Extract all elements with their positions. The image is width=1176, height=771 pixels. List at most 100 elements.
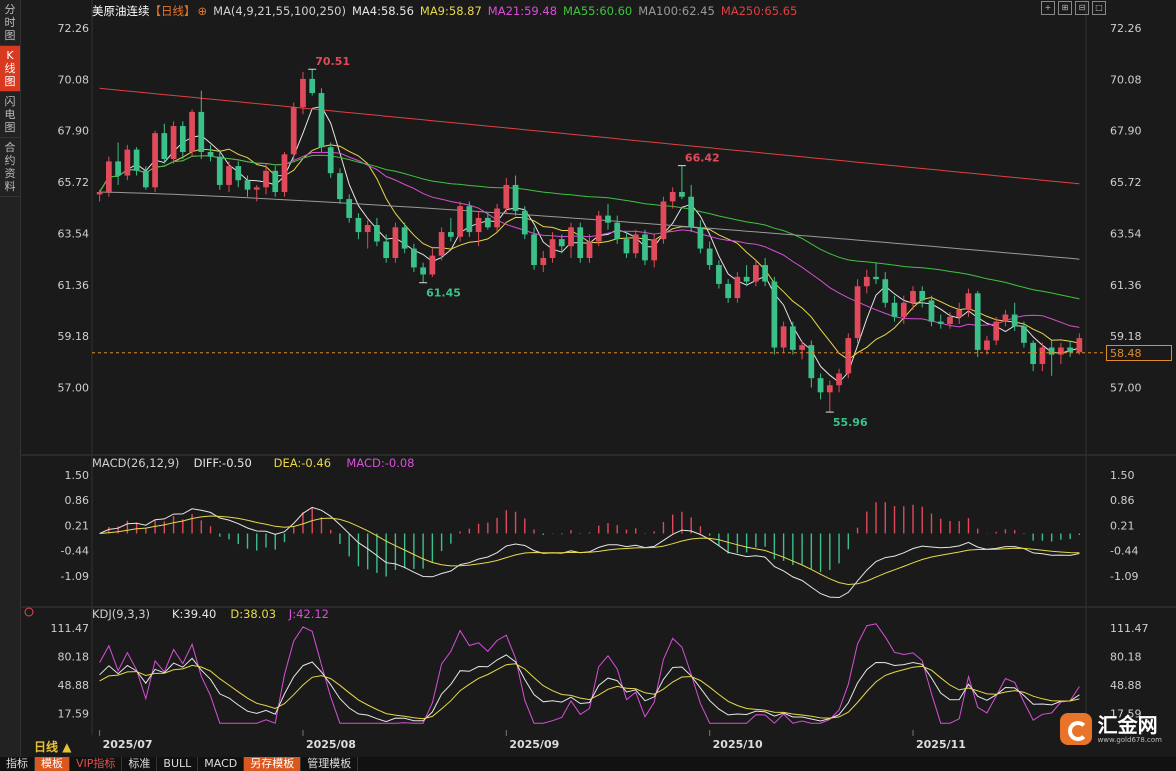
bottom-toolbar: 指标 模板 VIP指标 标准 BULL MACD 另存模板 管理模板 xyxy=(0,757,1176,771)
candle-body xyxy=(309,78,316,94)
macd-left-tick-4: -1.09 xyxy=(61,570,89,583)
candle-body xyxy=(401,227,408,249)
candle-body xyxy=(179,126,186,152)
bottom-tab-3[interactable]: 标准 xyxy=(122,757,158,771)
price-right-tick-2: 67.90 xyxy=(1110,125,1142,138)
candle-body xyxy=(808,345,815,379)
price-right-tick-3: 65.72 xyxy=(1110,176,1142,189)
candle-body xyxy=(910,290,916,303)
bottom-tab-5[interactable]: MACD xyxy=(198,757,245,771)
x-label-3: 2025/10 xyxy=(713,738,763,751)
macd-right-tick-4: -1.09 xyxy=(1110,570,1138,583)
sidebar-item-3[interactable]: 合约资料 xyxy=(0,138,20,197)
bottom-tab-4[interactable]: BULL xyxy=(157,757,199,771)
kdj-left-tick-3: 17.59 xyxy=(58,708,90,721)
macd-left-tick-1: 0.86 xyxy=(65,494,90,507)
price-left-tick-1: 70.08 xyxy=(58,73,90,86)
sidebar-item-2[interactable]: 闪电图 xyxy=(0,92,20,138)
candle-body xyxy=(697,227,704,249)
candle-body xyxy=(679,192,685,197)
candle-body xyxy=(318,93,325,148)
candle-body xyxy=(429,255,436,275)
candle-body xyxy=(142,170,149,188)
candle-body xyxy=(512,184,519,211)
macd-right-tick-0: 1.50 xyxy=(1110,469,1135,482)
macd-dea-line xyxy=(99,515,1080,586)
kdj-right-tick-3: 17.59 xyxy=(1110,708,1142,721)
candle-body xyxy=(706,248,713,266)
candle-body xyxy=(688,196,695,228)
price-left-tick-3: 65.72 xyxy=(58,176,90,189)
kdj-legend-3: J:42.12 xyxy=(288,607,329,621)
candle-body xyxy=(226,166,232,185)
candle-body xyxy=(392,227,399,258)
price-right-tick-6: 59.18 xyxy=(1110,330,1142,343)
ma-line-ma55 xyxy=(99,154,1080,300)
price-right-tick-0: 72.26 xyxy=(1110,22,1142,35)
period-button[interactable]: 日线 ▲ xyxy=(34,740,72,754)
candle-body xyxy=(595,215,602,242)
price-right-tick-7: 57.00 xyxy=(1110,382,1142,395)
candle-body xyxy=(1058,347,1064,355)
candle-body xyxy=(605,215,611,223)
bottom-tab-0[interactable]: 指标 xyxy=(0,757,35,771)
macd-legend-2: DEA:-0.46 xyxy=(274,456,331,470)
crosshair-icon[interactable]: + xyxy=(1041,1,1055,15)
candle-body xyxy=(780,326,787,348)
macd-left-tick-2: 0.21 xyxy=(65,519,90,532)
candle-body xyxy=(198,111,205,152)
candle-body xyxy=(651,239,658,261)
macd-legend-3: MACD:-0.08 xyxy=(346,456,414,470)
candle-body xyxy=(1048,347,1055,355)
candle-body xyxy=(1030,342,1037,365)
macd-legend-0: MACD(26,12,9) xyxy=(92,456,179,470)
candle-body xyxy=(854,286,861,339)
bottom-tab-1[interactable]: 模板 xyxy=(35,757,70,771)
kdj-left-tick-0: 111.47 xyxy=(51,622,90,635)
candle-body xyxy=(383,241,390,258)
x-label-2: 2025/09 xyxy=(509,738,559,751)
fullscreen-icon[interactable]: □ xyxy=(1092,1,1106,15)
candle-body xyxy=(290,107,297,155)
bottom-tab-7[interactable]: 管理模板 xyxy=(301,757,359,771)
candle-body xyxy=(836,373,842,386)
candle-body xyxy=(577,227,584,258)
ma-value-5: MA250:65.65 xyxy=(720,4,798,18)
macd-right-tick-3: -0.44 xyxy=(1110,545,1138,558)
candle-body xyxy=(817,378,824,393)
candle-body xyxy=(438,232,445,256)
candle-body xyxy=(124,149,131,176)
bottom-tab-2[interactable]: VIP指标 xyxy=(70,757,123,771)
candle-body xyxy=(96,192,103,195)
candle-body xyxy=(771,281,778,348)
candle-body xyxy=(300,78,306,108)
candle-body xyxy=(503,184,510,209)
bottom-tab-6[interactable]: 另存模板 xyxy=(244,757,302,771)
kdj-left-tick-2: 48.88 xyxy=(58,679,90,692)
candle-body xyxy=(475,217,482,233)
candle-body xyxy=(900,302,907,317)
candle-body xyxy=(614,222,621,240)
price-annotation-3: 55.96 xyxy=(833,416,868,429)
candle-body xyxy=(863,276,870,287)
settings-icon[interactable]: ⊕ xyxy=(197,4,208,18)
candle-body xyxy=(420,267,426,275)
candle-body xyxy=(374,225,380,242)
price-left-tick-2: 67.90 xyxy=(58,125,90,138)
kline-chart[interactable]: 72.26 72.26 70.08 70.08 67.90 67.90 65.72 65.72… xyxy=(21,0,1176,757)
candle-body xyxy=(937,321,944,324)
candle-body xyxy=(669,192,676,202)
candle-body xyxy=(845,338,852,374)
zoom-in-icon[interactable]: ⊞ xyxy=(1058,1,1072,15)
candle-body xyxy=(919,290,926,301)
kdj-legend-2: D:38.03 xyxy=(230,607,276,621)
sidebar-item-0[interactable]: 分时图 xyxy=(0,0,20,46)
macd-right-tick-2: 0.21 xyxy=(1110,519,1135,532)
zoom-out-icon[interactable]: ⊟ xyxy=(1075,1,1089,15)
kdj-k-line xyxy=(99,654,1080,723)
candle-body xyxy=(891,302,898,317)
candle-body xyxy=(799,345,805,350)
candle-body xyxy=(494,208,500,228)
candle-body xyxy=(965,293,972,310)
